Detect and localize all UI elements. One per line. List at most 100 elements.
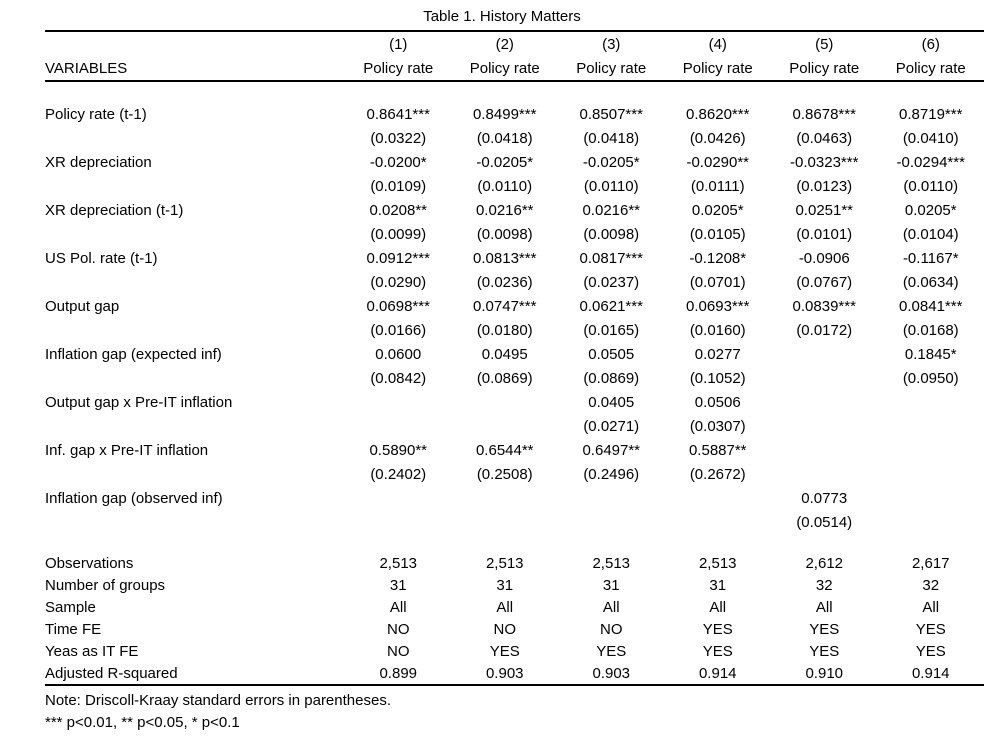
stderr-row-value: (0.0950) [902,369,959,387]
coefficient-row-value: 0.8507*** [579,105,643,123]
statistic-row-value: All [389,598,407,616]
coefficient-row: Policy rate (t-1) 0.8641*** 0.8499*** 0.850… [45,102,984,126]
statistic-row-value: NO [387,642,410,660]
statistic-row-value: NO [600,620,623,638]
stderr-row-label [45,510,345,534]
coefficient-row-value [345,486,452,510]
coefficient-row-value [452,486,559,510]
stderr-row: (0.0514) [45,510,984,534]
stderr-row-value: (0.2402) [370,465,427,483]
coefficient-row-value: 0.5887** [688,441,747,459]
stderr-row-value: (0.0418) [583,129,640,147]
coefficient-row-value: 0.0698*** [366,297,430,315]
stderr-row-value: (0.0123) [796,177,853,195]
coefficient-row: XR depreciation -0.0200* -0.0205* -0.0205* -… [45,150,984,174]
statistic-row-value: YES [809,620,840,638]
coefficient-row: XR depreciation (t-1) 0.0208** 0.0216** 0.0… [45,198,984,222]
coefficient-row-value: 0.0205* [691,201,744,219]
stderr-row-value: (0.0109) [370,177,427,195]
statistic-row-value: All [922,598,940,616]
stderr-row-value: (0.0110) [477,177,533,195]
coefficient-row-value: 0.0817*** [579,249,643,267]
coefficient-row-value: 0.0621*** [579,297,643,315]
coefficient-row-value: 0.0912*** [366,249,430,267]
stderr-row-value [345,510,452,534]
coefficient-row-value: 0.0216** [582,201,641,219]
statistic-row-value: 0.903 [485,664,524,682]
statistic-row-value: 32 [815,576,833,594]
statistic-row-value: 32 [922,576,940,594]
coefficient-row-value: 0.0747*** [473,297,537,315]
column-number: (1) [389,35,408,53]
coefficient-row-label: XR depreciation [45,153,152,171]
statistic-row-value: All [496,598,514,616]
stderr-row-value [345,414,452,438]
stderr-row-value [665,510,772,534]
coefficient-row-value: -0.0906 [798,249,850,267]
statistic-row: Yeas as IT FE NO YES YES YES YES YES [45,640,984,662]
statistic-row-value: YES [702,620,733,638]
coefficient-row-label: Output gap x Pre-IT inflation [45,393,233,411]
stderr-row-value: (0.0237) [583,273,640,291]
stderr-row-label [45,174,345,198]
statistic-row-value: All [815,598,833,616]
column-number: (2) [495,35,514,53]
dep-var-header: Policy rate [682,59,753,77]
note-significance-levels: *** p<0.01, ** p<0.05, * p<0.1 [45,714,240,731]
statistic-row-value: 31 [389,576,407,594]
stderr-row: (0.0322) (0.0418) (0.0418) (0.0426) (0.0463)… [45,126,984,150]
stderr-row-value: (0.2496) [583,465,640,483]
statistic-row-label: Time FE [45,620,102,638]
stderr-row-value: (0.1052) [689,369,746,387]
stderr-row-value: (0.0842) [370,369,427,387]
coefficient-row-value [878,438,985,462]
coefficient-row-label: Inf. gap x Pre-IT inflation [45,441,209,459]
stderr-row: (0.0099) (0.0098) (0.0098) (0.0105) (0.0101)… [45,222,984,246]
stderr-row-value [771,414,878,438]
statistic-row-value: 2,513 [379,554,418,572]
coefficient-row-value: 0.6544** [475,441,534,459]
stderr-row-value [878,462,985,486]
stderr-row-value: (0.0410) [902,129,959,147]
stderr-row-value: (0.0418) [476,129,533,147]
coefficient-row: Output gap 0.0698*** 0.0747*** 0.0621*** 0.0… [45,294,984,318]
stderr-row-value: (0.0166) [370,321,427,339]
stderr-row-value [878,510,985,534]
variables-header: VARIABLES [45,59,128,77]
coefficient-row-value: 0.0506 [694,393,741,411]
coefficient-row-value: 0.0251** [795,201,854,219]
stderr-row-value [771,462,878,486]
stderr-row-value: (0.0099) [370,225,427,243]
statistic-row-value: 0.899 [379,664,418,682]
stderr-row-value: (0.0168) [902,321,959,339]
stderr-row-value: (0.0104) [902,225,959,243]
dep-var-row: VARIABLES Policy rate Policy rate Policy… [45,56,984,81]
stderr-row-label [45,414,345,438]
statistic-row-value: 2,513 [485,554,524,572]
stderr-row: (0.0842) (0.0869) (0.0869) (0.1052) (0.0950) [45,366,984,390]
statistic-row-value: 31 [602,576,620,594]
coefficient-row-value [665,486,772,510]
stderr-row-value [771,366,878,390]
coefficient-row-value [771,342,878,366]
coefficient-row-value: 0.0841*** [899,297,963,315]
coefficient-row: Output gap x Pre-IT inflation 0.0405 0.050… [45,390,984,414]
statistic-row-value: NO [493,620,517,638]
statistic-row-value: YES [915,620,946,638]
coefficient-row-value: 0.0216** [475,201,534,219]
stderr-row: (0.0271) (0.0307) [45,414,984,438]
statistic-row: Time FE NO NO NO YES YES YES [45,618,984,640]
statistic-row-value: All [709,598,727,616]
stderr-row-value: (0.0180) [476,321,533,339]
coefficient-row-value: 0.8719*** [899,105,963,123]
stderr-row-label [45,366,345,390]
coefficient-row-value [878,486,985,510]
coefficient-row-value: 0.0693*** [686,297,750,315]
coefficient-row-value [878,390,985,414]
stderr-row-label [45,126,345,150]
coefficient-row: Inflation gap (expected inf) 0.0600 0.0495… [45,342,984,366]
statistic-row-value: 2,612 [805,554,844,572]
coefficient-row-value: 0.0773 [801,489,848,507]
coefficient-row-value [345,390,452,414]
stderr-row-value [558,510,665,534]
